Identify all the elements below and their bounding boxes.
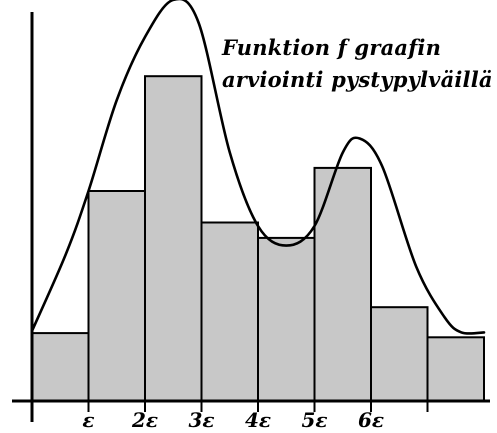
- x-tick-label-1: ε: [82, 408, 94, 432]
- x-tick-label-2: 2ε: [131, 408, 158, 432]
- bar-4: [200, 221, 259, 402]
- x-tick-label-3: 3ε: [188, 408, 214, 432]
- function-curve: [30, 0, 486, 335]
- bar-3: [144, 75, 203, 402]
- x-tick-label-4: 4ε: [245, 408, 271, 432]
- bar-2: [87, 190, 146, 402]
- x-tick-label-5: 5ε: [301, 408, 327, 432]
- bar-7: [370, 306, 429, 403]
- figure-title-line-1: Funktion f graafin: [222, 35, 442, 60]
- bar-6: [313, 166, 372, 402]
- figure-title-line-2: arviointi pystypylväillä: [222, 67, 493, 92]
- bar-8: [426, 336, 485, 402]
- bar-1: [31, 332, 90, 403]
- bars-layer: [31, 75, 485, 403]
- bar-5: [257, 236, 316, 402]
- x-tick-labels-layer: ε 2ε 3ε 4ε 5ε 6ε: [82, 408, 384, 432]
- x-ticks-layer: [31, 402, 429, 412]
- x-tick-label-6: 6ε: [358, 408, 384, 432]
